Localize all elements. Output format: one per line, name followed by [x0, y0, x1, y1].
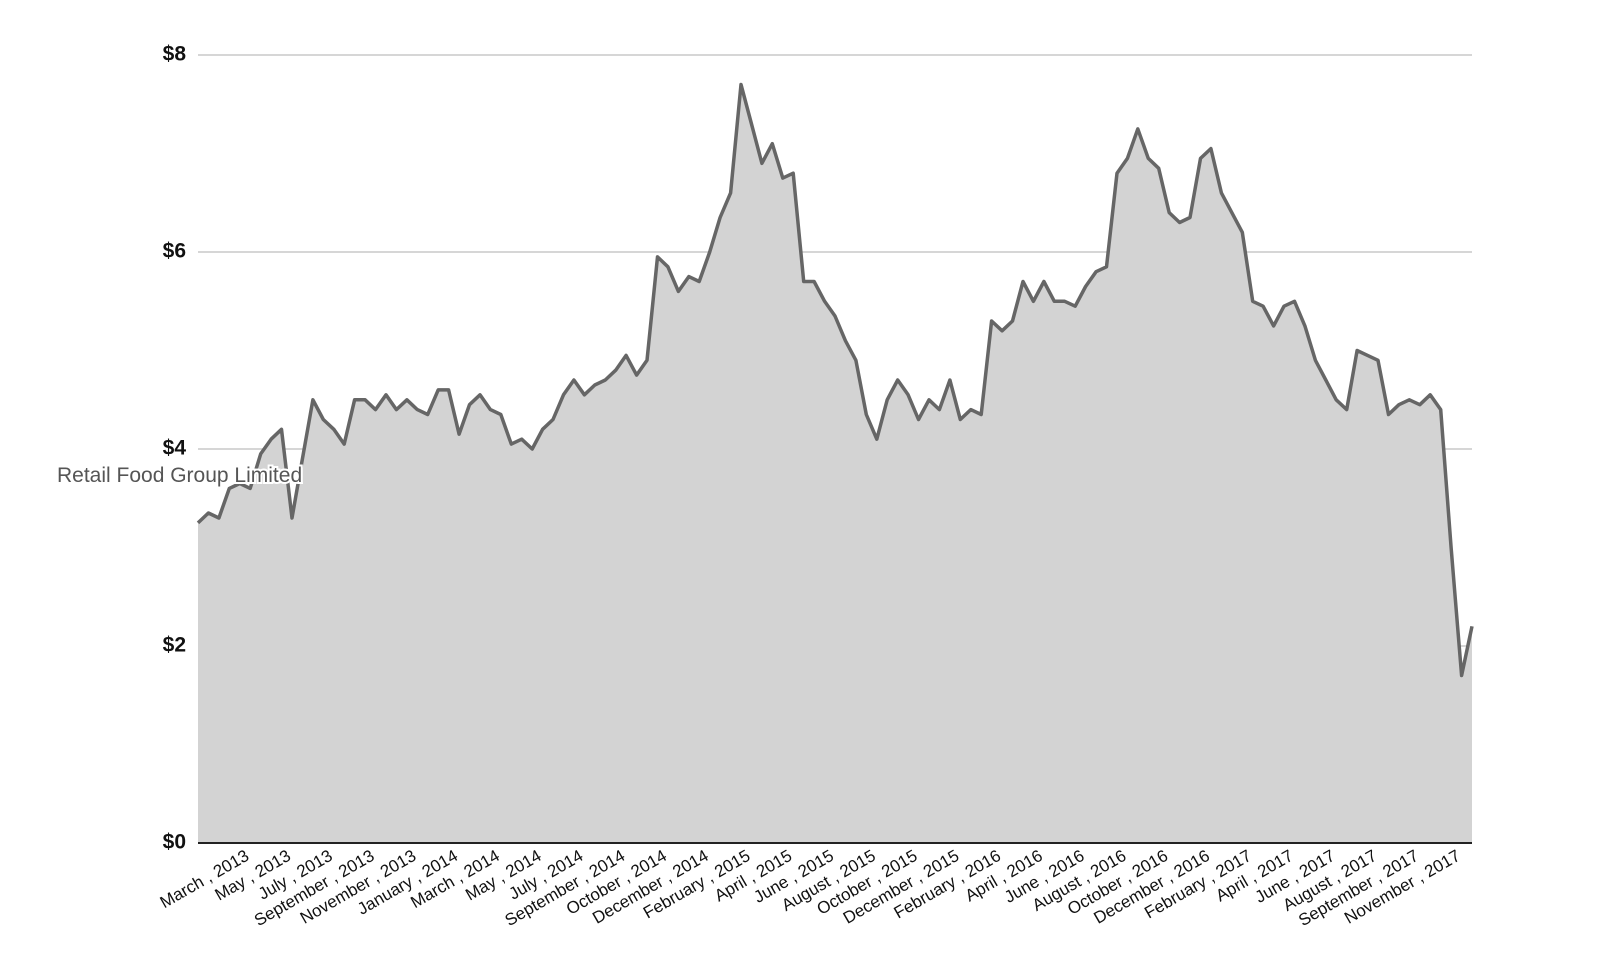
y-tick-label: $0: [163, 831, 186, 854]
area-fill: [198, 84, 1472, 843]
area-line: [196, 82, 1474, 678]
series-label: Retail Food Group Limited: [57, 464, 302, 487]
y-tick-label: $4: [163, 437, 187, 460]
y-tick-label: $6: [163, 240, 186, 263]
y-tick-label: $2: [163, 634, 186, 657]
y-tick-label: $8: [163, 43, 187, 66]
